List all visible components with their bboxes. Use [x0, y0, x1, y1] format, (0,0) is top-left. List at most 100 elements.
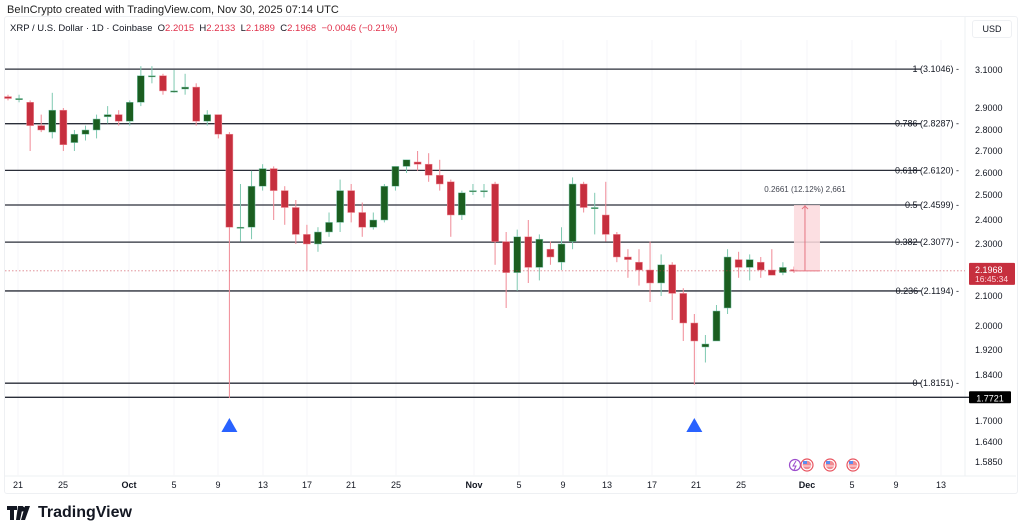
candle-body[interactable] [557, 243, 566, 263]
candle-body[interactable] [712, 310, 721, 342]
candle-body[interactable] [148, 75, 156, 78]
candle-body[interactable] [137, 75, 145, 103]
candle-body[interactable] [568, 183, 577, 242]
candle-body[interactable] [347, 190, 355, 213]
candle-body[interactable] [635, 261, 643, 271]
candle-body[interactable] [679, 293, 688, 324]
candle-body[interactable] [369, 219, 378, 228]
time-tick-label: 21 [691, 480, 701, 490]
candle-body[interactable] [402, 159, 411, 167]
candle-body[interactable] [258, 168, 267, 187]
candle-body[interactable] [292, 207, 300, 235]
candle-body[interactable] [723, 256, 732, 309]
candle-body[interactable] [126, 102, 134, 122]
marked-low-badge [969, 391, 1011, 404]
candle-body[interactable] [546, 248, 555, 258]
candle-body[interactable] [491, 183, 499, 242]
candle-body[interactable] [690, 322, 699, 342]
candle-body[interactable] [92, 118, 101, 131]
candle-body[interactable] [281, 190, 289, 208]
candle-body[interactable] [303, 234, 311, 245]
low-value: 2.1889 [245, 23, 275, 34]
candle-body[interactable] [358, 212, 366, 228]
candle-body[interactable] [192, 86, 200, 122]
candle-body[interactable] [170, 90, 178, 93]
price-tick-label: 2.8000 [975, 125, 1003, 135]
candle-body[interactable] [624, 256, 632, 260]
price-tick-label: 2.0000 [975, 321, 1003, 331]
price-tick-label: 1.8400 [975, 370, 1003, 380]
candle-body[interactable] [103, 114, 112, 118]
candle-body[interactable] [203, 114, 212, 122]
candle-body[interactable] [524, 236, 533, 268]
fib-level-label: 0.5 (2.4599) - [905, 200, 959, 210]
time-tick-label: 5 [849, 480, 854, 490]
candle-body[interactable] [81, 129, 90, 135]
candle-body[interactable] [579, 183, 588, 208]
candle-body[interactable] [325, 222, 333, 233]
symbol-legend: XRP / U.S. Dollar · 1D · Coinbase O2.201… [10, 23, 398, 34]
candle-body[interactable] [779, 267, 787, 273]
candle-body[interactable] [590, 207, 599, 209]
candle-body[interactable] [734, 259, 743, 268]
candle-body[interactable] [435, 174, 444, 185]
candle-body[interactable] [225, 133, 234, 228]
candle-body[interactable] [646, 269, 654, 284]
candle-body[interactable] [59, 109, 68, 145]
candle-body[interactable] [480, 190, 488, 193]
time-tick-label: Oct [121, 480, 136, 490]
price-tick-label: 2.9000 [975, 103, 1003, 113]
buy-signal-arrow-icon [686, 418, 703, 432]
candle-body[interactable] [513, 236, 521, 273]
price-range-measure[interactable] [793, 205, 820, 271]
buy-signal-arrow-icon [221, 418, 238, 432]
candle-body[interactable] [159, 75, 167, 92]
candle-body[interactable] [668, 264, 676, 294]
currency-button[interactable]: USD [972, 20, 1012, 38]
candle-body[interactable] [757, 261, 765, 271]
candle-body[interactable] [613, 234, 621, 258]
candle-body[interactable] [37, 125, 45, 131]
candle-body[interactable] [336, 190, 344, 223]
candle-body[interactable] [26, 102, 34, 126]
candle-body[interactable] [181, 86, 189, 90]
time-tick-label: 5 [171, 480, 176, 490]
candle-body[interactable] [701, 343, 710, 348]
candle-body[interactable] [458, 192, 466, 216]
candle-body[interactable] [535, 238, 544, 268]
candle-body[interactable] [214, 114, 223, 135]
chart-credit: BeInCrypto created with TradingView.com,… [7, 4, 339, 16]
candle-body[interactable] [745, 259, 754, 268]
candle-body[interactable] [602, 214, 610, 235]
lightning-icon [792, 460, 797, 471]
time-tick-label: Dec [799, 480, 816, 490]
candle-body[interactable] [269, 168, 278, 191]
candle-body[interactable] [447, 181, 455, 216]
open-value: 2.2015 [165, 23, 195, 34]
symbol-title: XRP / U.S. Dollar · 1D · Coinbase [10, 23, 153, 34]
tradingview-logo[interactable]: TradingView [7, 504, 132, 522]
candle-body[interactable] [15, 98, 23, 100]
candle-body[interactable] [70, 133, 79, 143]
candle-body[interactable] [502, 241, 510, 273]
time-tick-label: 21 [346, 480, 356, 490]
time-tick-label: Nov [465, 480, 482, 490]
candle-body[interactable] [114, 114, 123, 122]
candle-body[interactable] [469, 190, 477, 193]
close-value: 2.1968 [287, 23, 317, 34]
candle-body[interactable] [4, 96, 12, 99]
candle-body[interactable] [314, 231, 322, 245]
candle-body[interactable] [413, 161, 422, 165]
candle-body[interactable] [657, 264, 665, 284]
candle-body[interactable] [768, 269, 776, 276]
candle-body[interactable] [247, 185, 256, 228]
candle-body[interactable] [380, 185, 389, 221]
candle-body[interactable] [236, 226, 245, 229]
candle-body[interactable] [424, 163, 433, 176]
candle-body[interactable] [391, 166, 400, 187]
price-tick-label: 1.5850 [975, 457, 1003, 467]
price-tick-label: 1.7000 [975, 416, 1003, 426]
candle-body[interactable] [48, 109, 57, 133]
price-tick-label: 3.1000 [975, 65, 1003, 75]
